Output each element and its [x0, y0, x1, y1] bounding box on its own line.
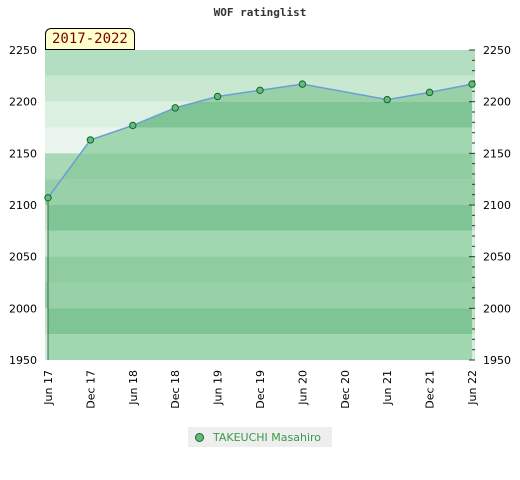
area-band [48, 308, 472, 335]
data-point [129, 121, 137, 130]
area-band [48, 282, 472, 309]
x-tick-label: Jun 19 [212, 370, 225, 406]
legend-marker-icon [195, 432, 204, 442]
data-point [468, 80, 476, 88]
data-point [383, 95, 391, 104]
x-tick-label: Dec 19 [254, 370, 267, 409]
y-tick-label-left: 2100 [9, 199, 37, 212]
x-tick-label: Jun 22 [466, 370, 479, 406]
area-band [48, 179, 472, 205]
x-tick-label: Dec 20 [339, 370, 352, 409]
legend-label: TAKEUCHI Masahiro [213, 430, 322, 444]
y-tick-label-right: 2050 [483, 251, 511, 264]
area-band [48, 230, 472, 257]
y-tick-label-left: 2050 [9, 251, 37, 264]
x-tick-label: Dec 18 [169, 370, 182, 409]
data-point [86, 136, 95, 144]
x-tick-label: Jun 21 [381, 370, 394, 406]
data-point [44, 194, 52, 202]
y-tick-label-right: 2150 [483, 147, 511, 160]
y-tick-label-right: 2100 [483, 199, 511, 212]
area-band [48, 334, 472, 360]
chart-title: WOF ratinglist [213, 6, 307, 19]
grid-band [45, 50, 475, 76]
y-tick-label-right: 2250 [483, 44, 511, 57]
y-tick-label-left: 2150 [9, 147, 37, 160]
x-tick-label: Jun 18 [127, 370, 140, 406]
y-tick-label-right: 2200 [483, 96, 511, 109]
data-point [171, 104, 179, 112]
x-tick-label: Jun 20 [296, 370, 309, 406]
x-tick-label: Dec 21 [424, 370, 437, 409]
y-tick-label-left: 2000 [9, 302, 37, 315]
y-tick-label-right: 1950 [483, 354, 511, 367]
x-tick-label: Dec 17 [84, 370, 97, 409]
y-tick-label-right: 2000 [483, 302, 511, 315]
legend[interactable]: TAKEUCHI Masahiro [188, 427, 332, 447]
y-tick-label-left: 2250 [9, 44, 37, 57]
data-point [256, 86, 264, 95]
area-band [48, 127, 472, 154]
area-band [48, 205, 472, 231]
data-point [425, 88, 434, 97]
y-tick-label-left: 1950 [9, 354, 37, 367]
data-point [298, 80, 307, 88]
y-tick-label-left: 2200 [9, 96, 37, 109]
area-band [48, 256, 472, 283]
data-point [213, 92, 222, 101]
area-band [48, 153, 472, 180]
x-tick-label: Jun 17 [42, 370, 55, 406]
series-line [47, 83, 473, 199]
period-badge: 2017-2022 [45, 28, 135, 50]
